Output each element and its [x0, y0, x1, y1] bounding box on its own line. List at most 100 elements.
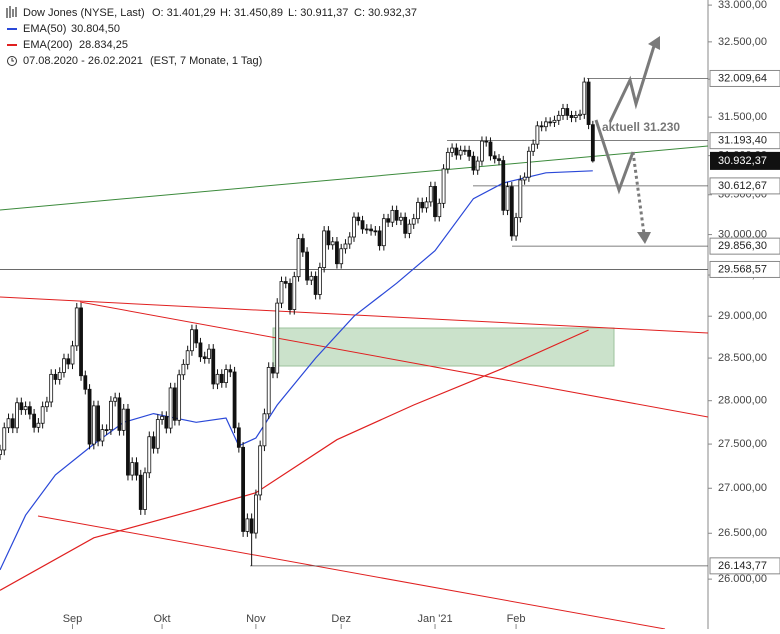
y-tick-label: 29.000,00 — [718, 310, 767, 322]
candle-body — [121, 408, 126, 431]
candle-body — [356, 216, 361, 222]
x-tick-label: Okt — [154, 613, 171, 625]
x-tick-label: Jan '21 — [417, 613, 452, 625]
candle-body — [288, 282, 292, 310]
arrow-head — [637, 232, 651, 244]
trendline-green — [0, 145, 709, 211]
candle-body — [450, 147, 454, 153]
candle-body — [32, 413, 37, 428]
candle-body — [151, 436, 156, 449]
candle-body — [100, 429, 105, 442]
candle-body — [544, 121, 548, 128]
legend-info: O: 31.401,29 — [152, 7, 216, 19]
candle-body — [113, 397, 118, 402]
candle-body — [57, 372, 62, 380]
candle-body — [586, 81, 591, 125]
candle-body — [147, 436, 152, 474]
candle-body — [548, 121, 553, 124]
icon-clock — [7, 56, 17, 66]
candle-body — [364, 228, 369, 231]
candle-body — [172, 387, 177, 421]
candle-body — [66, 358, 71, 365]
candle-body — [241, 446, 246, 532]
candle-body — [236, 427, 241, 448]
candle-body — [126, 408, 130, 476]
candle-body — [224, 369, 228, 384]
candle-body — [164, 416, 169, 429]
candle-body — [83, 375, 88, 390]
candle-body — [117, 397, 122, 431]
candle-body — [292, 276, 297, 310]
candle-body — [160, 416, 164, 420]
candle-body — [198, 342, 203, 358]
last-price-label: 30.932,37 — [718, 155, 767, 167]
candle-body — [582, 81, 587, 115]
trendline-red — [0, 296, 709, 334]
level-label-box — [709, 260, 780, 278]
y-tick-label: 28.000,00 — [718, 395, 767, 407]
arrow-dotted — [631, 151, 646, 235]
legend: Dow Jones (NYSE, Last) O: 31.401,29 H: 3… — [6, 6, 417, 67]
candle-body — [91, 405, 96, 445]
candle-body — [360, 220, 365, 230]
candle-body — [505, 186, 510, 211]
arrow-up — [608, 45, 656, 123]
candle-body — [552, 119, 557, 123]
trendline-red — [79, 301, 709, 418]
annotation: aktuell 31.230 — [602, 120, 680, 134]
legend-info: L: 30.911,37 — [288, 7, 348, 19]
legend-info: H: 31.450,89 — [220, 7, 283, 19]
icon-clock-hand — [11, 58, 14, 62]
arrow-head — [648, 36, 660, 50]
candle-body — [526, 150, 531, 178]
y-tick-label: 26.000,00 — [718, 573, 767, 585]
candle-body — [53, 373, 58, 380]
candle-body — [386, 218, 391, 223]
candle-body — [181, 363, 186, 376]
candle-body — [569, 115, 574, 118]
level-label: 26.143,77 — [718, 560, 767, 572]
candle-body — [326, 230, 331, 246]
candle-body — [509, 186, 514, 237]
candle-body — [207, 348, 211, 359]
candle-body — [322, 230, 327, 268]
candle-body — [433, 186, 437, 218]
legend-value: 28.834,25 — [79, 39, 128, 51]
legend-name: EMA(50) — [23, 23, 66, 35]
candle-body — [330, 241, 335, 246]
period: 07.08.2020 - 26.02.2021 — [23, 55, 143, 67]
candle-body — [480, 140, 484, 162]
candle-body — [411, 218, 416, 225]
x-tick-label: Sep — [63, 613, 83, 625]
scenario-arrows — [594, 36, 660, 244]
y-tick-label: 28.500,00 — [718, 352, 767, 364]
candle-body — [501, 160, 506, 211]
candle-body — [271, 366, 275, 374]
candle-body — [49, 373, 54, 403]
candle-body — [556, 114, 561, 121]
candle-body — [40, 406, 45, 424]
level-label: 32.009,64 — [718, 72, 767, 84]
candle-body — [155, 419, 160, 449]
candle-body — [96, 405, 100, 442]
candle-body — [416, 201, 420, 220]
candle-body — [309, 275, 314, 281]
candle-body — [369, 228, 373, 232]
level-label: 31.193,40 — [718, 135, 767, 147]
candle-body — [347, 236, 352, 245]
period-note: (EST, 7 Monate, 1 Tag) — [150, 55, 262, 67]
candle-body — [578, 113, 582, 116]
candle-body — [249, 518, 254, 534]
level-label-box — [709, 69, 780, 87]
candle-body — [0, 449, 2, 456]
candle-body — [475, 160, 480, 171]
candle-body — [130, 462, 135, 476]
candle-body — [573, 115, 578, 118]
candle-body — [283, 281, 288, 284]
candle-body — [492, 155, 497, 160]
y-tick-label: 32.500,00 — [718, 36, 767, 48]
candles — [0, 77, 595, 566]
candle-body — [258, 445, 263, 496]
candle-body — [403, 216, 408, 234]
